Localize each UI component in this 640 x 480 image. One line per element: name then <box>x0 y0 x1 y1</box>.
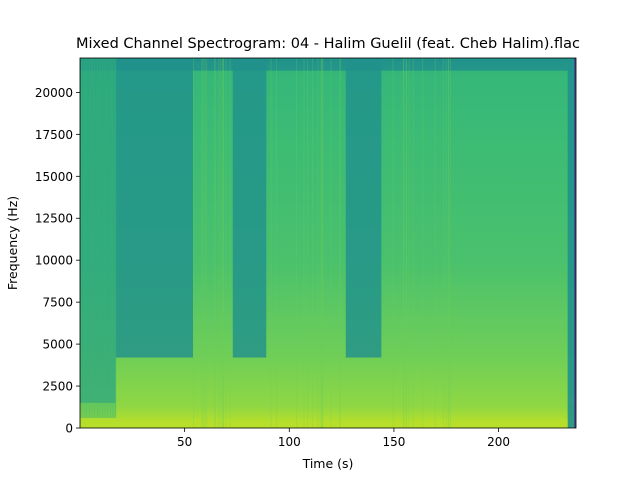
y-tick-label: 12500 <box>35 212 73 226</box>
texture-stripe <box>225 58 227 428</box>
texture-stripe <box>223 58 225 428</box>
texture-stripe <box>222 58 224 428</box>
onset-stripe <box>87 58 89 418</box>
texture-stripe <box>447 58 449 428</box>
x-tick-label: 100 <box>278 435 301 449</box>
texture-stripe <box>448 58 450 428</box>
x-tick-label: 200 <box>487 435 510 449</box>
y-tick-label: 10000 <box>35 254 73 268</box>
texture-stripe <box>307 58 309 428</box>
plot-frame <box>79 57 577 429</box>
y-tick-label: 20000 <box>35 86 73 100</box>
x-axis-ticks: 50 100 150 200 <box>177 428 510 449</box>
onset-stripe <box>106 58 109 418</box>
y-tick-label: 0 <box>65 422 73 436</box>
onset-stripe <box>84 58 86 418</box>
texture-stripe <box>296 58 298 428</box>
texture-stripe <box>442 58 444 428</box>
y-axis-ticks: 0 2500 5000 7500 10000 12500 15000 17500 20000 <box>35 86 80 436</box>
onset-stripe <box>103 58 105 418</box>
texture-stripe <box>220 58 222 428</box>
onset-stripe <box>109 58 112 418</box>
texture-stripe <box>321 58 323 428</box>
chart-title: Mixed Channel Spectrogram: 04 - Halim Gu… <box>76 36 580 52</box>
onset-stripe <box>95 58 97 418</box>
x-tick-label: 150 <box>382 435 405 449</box>
texture-stripe <box>202 58 204 428</box>
texture-stripe <box>229 58 231 428</box>
onset-stripe <box>108 58 110 418</box>
onset-stripe <box>100 58 102 418</box>
y-tick-label: 7500 <box>42 296 73 310</box>
texture-stripe <box>405 58 407 428</box>
segment-8 <box>567 58 576 428</box>
x-tick-label: 50 <box>177 435 192 449</box>
texture-stripe <box>214 58 216 428</box>
onset-stripe <box>113 58 115 418</box>
onset-stripe <box>80 58 83 418</box>
onset-stripe <box>85 58 88 418</box>
texture-stripe <box>450 58 452 428</box>
texture-stripe <box>206 58 208 428</box>
onset-stripe <box>92 58 94 418</box>
texture-stripe <box>422 58 424 428</box>
onset-stripe <box>105 58 107 418</box>
texture-stripe <box>222 58 224 428</box>
texture-stripe <box>403 58 405 428</box>
texture-stripe <box>214 58 216 428</box>
segment-1 <box>115 58 194 358</box>
texture-stripe <box>339 58 341 428</box>
onset-stripe <box>96 58 99 418</box>
onset-stripe <box>114 58 117 418</box>
texture-stripe <box>303 58 305 428</box>
bass-band <box>80 419 568 428</box>
texture-stripe <box>339 58 341 428</box>
onset-stripe <box>82 58 84 418</box>
spectrogram-stripes <box>80 58 452 428</box>
y-tick-label: 2500 <box>42 380 73 394</box>
segment-5 <box>345 58 382 358</box>
texture-stripe <box>317 58 319 428</box>
segment-3 <box>232 58 267 358</box>
texture-stripe <box>320 58 322 428</box>
onset-stripe <box>98 58 100 418</box>
y-tick-label: 17500 <box>35 128 73 142</box>
y-axis-label: Frequency (Hz) <box>5 196 20 290</box>
plot-area <box>80 58 576 428</box>
texture-stripe <box>201 58 203 428</box>
onset-stripe <box>90 58 92 418</box>
onset-stripe <box>93 58 96 418</box>
texture-stripe <box>322 58 324 428</box>
texture-stripe <box>434 58 436 428</box>
texture-stripe <box>321 58 323 428</box>
y-tick-label: 5000 <box>42 338 73 352</box>
segment-8-edge <box>574 58 576 428</box>
texture-stripe <box>445 58 447 428</box>
texture-stripe <box>392 58 394 428</box>
y-tick-label: 15000 <box>35 170 73 184</box>
texture-stripe <box>405 58 407 428</box>
texture-stripe <box>270 58 272 428</box>
texture-stripe <box>193 58 195 428</box>
texture-stripe <box>330 58 332 428</box>
texture-stripe <box>276 58 278 428</box>
nyquist-band <box>80 58 568 71</box>
texture-stripe <box>312 58 314 428</box>
onset-stripe <box>88 58 91 418</box>
texture-stripe <box>218 58 220 428</box>
texture-stripe <box>408 58 410 428</box>
onset-stripe <box>101 58 104 418</box>
onset-stripe <box>111 58 113 418</box>
texture-stripe <box>412 58 414 428</box>
texture-stripe <box>402 58 404 428</box>
x-axis-label: Time (s) <box>302 456 354 471</box>
texture-stripe <box>204 58 206 428</box>
